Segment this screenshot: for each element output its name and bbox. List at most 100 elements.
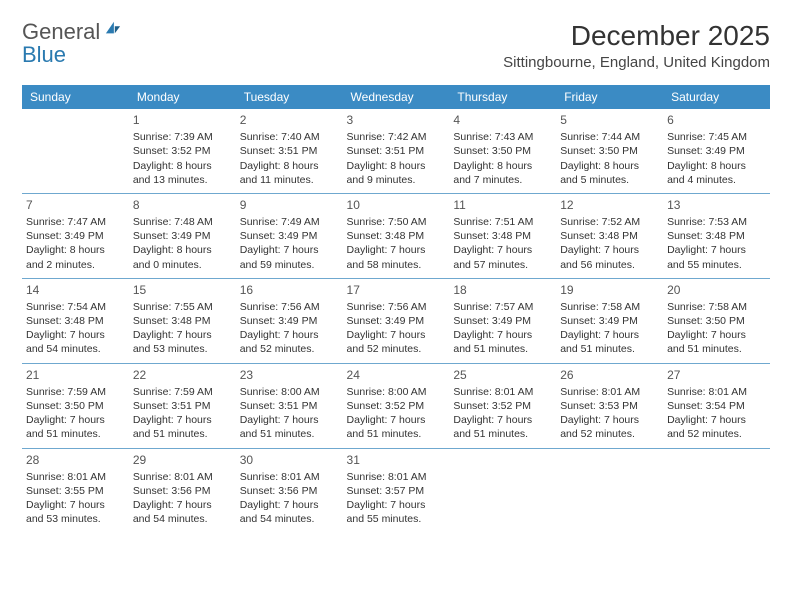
sunrise-text: Sunrise: 8:01 AM (560, 385, 659, 399)
day-cell: 25Sunrise: 8:01 AMSunset: 3:52 PMDayligh… (449, 363, 556, 448)
sunrise-text: Sunrise: 7:44 AM (560, 130, 659, 144)
sunrise-text: Sunrise: 8:00 AM (240, 385, 339, 399)
daylight-text: and 0 minutes. (133, 258, 232, 272)
daylight-text: Daylight: 7 hours (347, 328, 446, 342)
day-number: 11 (453, 194, 552, 215)
daylight-text: and 51 minutes. (560, 342, 659, 356)
location-subtitle: Sittingbourne, England, United Kingdom (503, 54, 770, 71)
sunset-text: Sunset: 3:49 PM (240, 229, 339, 243)
day-cell (22, 109, 129, 193)
day-header-mon: Monday (129, 85, 236, 109)
day-number: 6 (667, 109, 766, 130)
sunrise-text: Sunrise: 7:56 AM (240, 300, 339, 314)
day-cell: 22Sunrise: 7:59 AMSunset: 3:51 PMDayligh… (129, 363, 236, 448)
day-cell: 9Sunrise: 7:49 AMSunset: 3:49 PMDaylight… (236, 193, 343, 278)
sunset-text: Sunset: 3:49 PM (667, 144, 766, 158)
day-cell: 5Sunrise: 7:44 AMSunset: 3:50 PMDaylight… (556, 109, 663, 193)
daylight-text: Daylight: 7 hours (560, 413, 659, 427)
sunset-text: Sunset: 3:50 PM (26, 399, 125, 413)
daylight-text: Daylight: 7 hours (560, 243, 659, 257)
day-cell: 12Sunrise: 7:52 AMSunset: 3:48 PMDayligh… (556, 193, 663, 278)
day-number: 1 (133, 109, 232, 130)
daylight-text: Daylight: 7 hours (26, 498, 125, 512)
daylight-text: and 51 minutes. (240, 427, 339, 441)
daylight-text: Daylight: 7 hours (453, 328, 552, 342)
sunset-text: Sunset: 3:50 PM (560, 144, 659, 158)
day-number: 23 (240, 364, 339, 385)
daylight-text: Daylight: 7 hours (26, 328, 125, 342)
daylight-text: Daylight: 7 hours (453, 413, 552, 427)
sunset-text: Sunset: 3:56 PM (240, 484, 339, 498)
daylight-text: Daylight: 8 hours (347, 159, 446, 173)
logo: GeneralBlue (22, 20, 123, 66)
day-number: 25 (453, 364, 552, 385)
daylight-text: and 54 minutes. (26, 342, 125, 356)
day-header-wed: Wednesday (343, 85, 450, 109)
daylight-text: and 55 minutes. (347, 512, 446, 526)
day-header-sat: Saturday (663, 85, 770, 109)
header: GeneralBlue December 2025 Sittingbourne,… (22, 20, 770, 71)
day-number: 26 (560, 364, 659, 385)
daylight-text: Daylight: 8 hours (133, 243, 232, 257)
daylight-text: and 13 minutes. (133, 173, 232, 187)
daylight-text: Daylight: 7 hours (347, 498, 446, 512)
sunset-text: Sunset: 3:48 PM (667, 229, 766, 243)
day-cell: 19Sunrise: 7:58 AMSunset: 3:49 PMDayligh… (556, 278, 663, 363)
day-cell: 16Sunrise: 7:56 AMSunset: 3:49 PMDayligh… (236, 278, 343, 363)
day-header-thu: Thursday (449, 85, 556, 109)
sunrise-text: Sunrise: 7:58 AM (667, 300, 766, 314)
day-number: 7 (26, 194, 125, 215)
sunrise-text: Sunrise: 7:54 AM (26, 300, 125, 314)
sunset-text: Sunset: 3:52 PM (133, 144, 232, 158)
sunset-text: Sunset: 3:57 PM (347, 484, 446, 498)
sunrise-text: Sunrise: 7:55 AM (133, 300, 232, 314)
daylight-text: Daylight: 7 hours (667, 243, 766, 257)
day-cell: 30Sunrise: 8:01 AMSunset: 3:56 PMDayligh… (236, 448, 343, 532)
sunrise-text: Sunrise: 8:01 AM (667, 385, 766, 399)
daylight-text: Daylight: 8 hours (240, 159, 339, 173)
day-cell: 23Sunrise: 8:00 AMSunset: 3:51 PMDayligh… (236, 363, 343, 448)
daylight-text: Daylight: 7 hours (133, 413, 232, 427)
sunset-text: Sunset: 3:55 PM (26, 484, 125, 498)
day-number: 22 (133, 364, 232, 385)
sunrise-text: Sunrise: 8:01 AM (133, 470, 232, 484)
sunset-text: Sunset: 3:49 PM (347, 314, 446, 328)
daylight-text: and 4 minutes. (667, 173, 766, 187)
day-cell: 28Sunrise: 8:01 AMSunset: 3:55 PMDayligh… (22, 448, 129, 532)
day-number: 2 (240, 109, 339, 130)
day-number: 30 (240, 449, 339, 470)
sunrise-text: Sunrise: 7:58 AM (560, 300, 659, 314)
day-number: 18 (453, 279, 552, 300)
day-header-row: Sunday Monday Tuesday Wednesday Thursday… (22, 85, 770, 109)
daylight-text: and 51 minutes. (453, 342, 552, 356)
sunset-text: Sunset: 3:51 PM (347, 144, 446, 158)
logo-text-1: General (22, 19, 100, 44)
daylight-text: Daylight: 7 hours (240, 413, 339, 427)
day-cell: 20Sunrise: 7:58 AMSunset: 3:50 PMDayligh… (663, 278, 770, 363)
sunrise-text: Sunrise: 7:59 AM (26, 385, 125, 399)
sunrise-text: Sunrise: 7:56 AM (347, 300, 446, 314)
day-header-sun: Sunday (22, 85, 129, 109)
week-row: 14Sunrise: 7:54 AMSunset: 3:48 PMDayligh… (22, 278, 770, 363)
day-number: 5 (560, 109, 659, 130)
day-cell: 7Sunrise: 7:47 AMSunset: 3:49 PMDaylight… (22, 193, 129, 278)
day-header-fri: Friday (556, 85, 663, 109)
sunrise-text: Sunrise: 8:01 AM (240, 470, 339, 484)
daylight-text: and 51 minutes. (347, 427, 446, 441)
day-cell: 6Sunrise: 7:45 AMSunset: 3:49 PMDaylight… (663, 109, 770, 193)
title-block: December 2025 Sittingbourne, England, Un… (503, 20, 770, 71)
day-number: 29 (133, 449, 232, 470)
sunrise-text: Sunrise: 7:50 AM (347, 215, 446, 229)
daylight-text: Daylight: 8 hours (26, 243, 125, 257)
daylight-text: and 2 minutes. (26, 258, 125, 272)
logo-text-2: Blue (22, 42, 66, 67)
sunrise-text: Sunrise: 7:51 AM (453, 215, 552, 229)
sunset-text: Sunset: 3:48 PM (347, 229, 446, 243)
daylight-text: Daylight: 7 hours (240, 328, 339, 342)
sunset-text: Sunset: 3:51 PM (133, 399, 232, 413)
day-cell: 11Sunrise: 7:51 AMSunset: 3:48 PMDayligh… (449, 193, 556, 278)
sunset-text: Sunset: 3:49 PM (453, 314, 552, 328)
sunset-text: Sunset: 3:48 PM (133, 314, 232, 328)
daylight-text: Daylight: 8 hours (560, 159, 659, 173)
daylight-text: and 59 minutes. (240, 258, 339, 272)
